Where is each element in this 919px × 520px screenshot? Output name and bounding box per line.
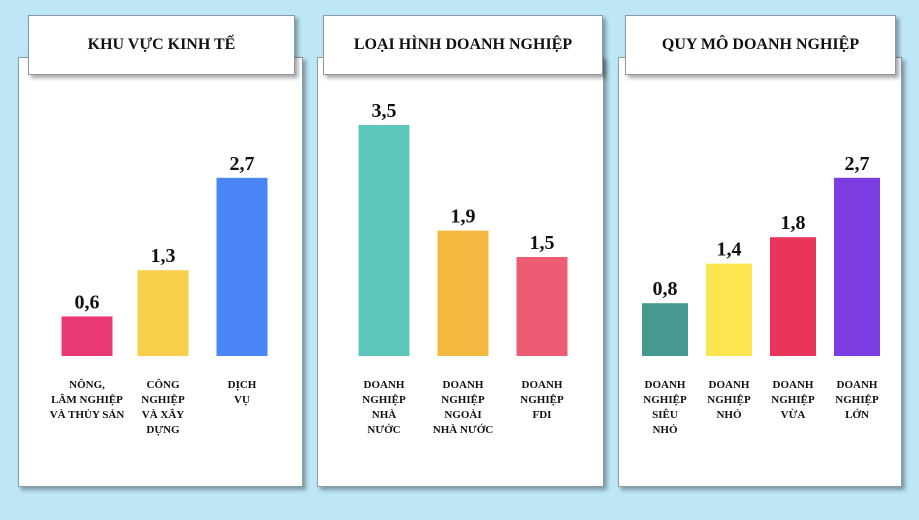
category-label-size-4: DOANH NGHIỆP LỚN bbox=[835, 379, 879, 421]
category-label-economic-2: CÔNG NGHIỆP VÀ XÂY DỰNG bbox=[141, 378, 185, 436]
value-label-size-4: 2,7 bbox=[845, 153, 870, 175]
category-label-size-1: DOANH NGHIỆP SIÊU NHỎ bbox=[643, 379, 687, 436]
bar-size-1 bbox=[642, 303, 688, 356]
category-label-size-3: DOANH NGHIỆP VỪA bbox=[771, 379, 815, 421]
bar-size-3 bbox=[770, 237, 816, 356]
value-label-type-1: 3,5 bbox=[372, 100, 397, 122]
chart-title-economic-sector: KHU VỰC KINH TẾ bbox=[28, 15, 295, 75]
category-label-economic-1: NÔNG, LÂM NGHIỆP VÀ THỦY SẢN bbox=[50, 378, 125, 421]
value-label-type-3: 1,5 bbox=[530, 232, 555, 254]
chart-title-enterprise-size: QUY MÔ DOANH NGHIỆP bbox=[625, 15, 896, 75]
category-label-type-2: DOANH NGHIỆP NGOÀI NHÀ NƯỚC bbox=[433, 379, 493, 436]
value-label-type-2: 1,9 bbox=[451, 206, 476, 228]
bar-type-2 bbox=[437, 230, 489, 356]
value-label-economic-1: 0,6 bbox=[75, 291, 100, 313]
category-label-type-1: DOANH NGHIỆP NHÀ NƯỚC bbox=[362, 379, 406, 436]
bar-economic-1 bbox=[61, 316, 113, 356]
value-label-economic-2: 1,3 bbox=[151, 245, 176, 267]
value-label-economic-3: 2,7 bbox=[230, 153, 255, 175]
value-label-size-3: 1,8 bbox=[781, 212, 806, 234]
bar-size-4 bbox=[834, 177, 880, 356]
value-label-size-1: 0,8 bbox=[653, 278, 678, 300]
category-label-economic-3: DỊCH VỤ bbox=[228, 379, 257, 406]
category-label-size-2: DOANH NGHIỆP NHỎ bbox=[707, 379, 751, 421]
category-label-type-3: DOANH NGHIỆP FDI bbox=[520, 379, 564, 421]
bar-economic-2 bbox=[137, 270, 189, 356]
bar-size-2 bbox=[706, 263, 752, 356]
bar-type-1 bbox=[358, 125, 410, 356]
chart-title-enterprise-type: LOẠI HÌNH DOANH NGHIỆP bbox=[323, 15, 603, 75]
value-label-size-2: 1,4 bbox=[717, 239, 742, 261]
bar-type-3 bbox=[516, 257, 568, 356]
bar-economic-3 bbox=[216, 177, 268, 356]
